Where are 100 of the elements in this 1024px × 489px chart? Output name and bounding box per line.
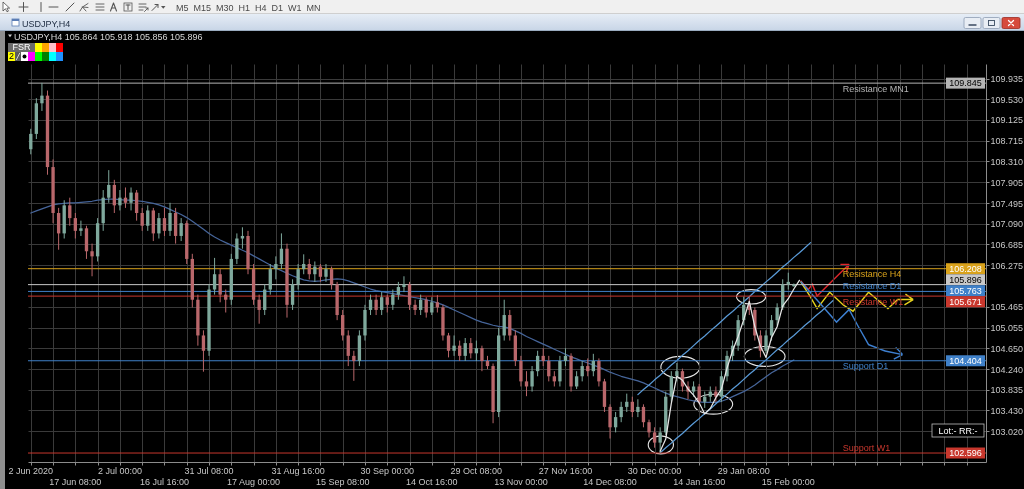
y-tick-label: 107.495 — [990, 198, 1024, 209]
candlestick — [636, 398, 640, 418]
ref-line-label: Resistance H4 — [842, 269, 902, 280]
x-tick-label: 14 Jan 16:00 — [673, 476, 726, 487]
candlestick — [257, 294, 261, 325]
text: W1 — [288, 2, 302, 13]
candlestick — [652, 426, 657, 449]
chart-title: USDJPY,H4 — [22, 18, 71, 29]
candlestick — [218, 268, 222, 303]
candlestick — [240, 226, 245, 250]
candlestick — [346, 329, 350, 367]
x-tick-label: 17 Aug 00:00 — [227, 476, 281, 487]
candlestick — [658, 426, 662, 454]
line-series — [637, 241, 812, 396]
x-tick-label: 2 Jul 00:00 — [97, 465, 142, 476]
candlestick — [597, 357, 601, 387]
candlestick — [40, 82, 44, 112]
y-tick-label: 109.125 — [990, 115, 1024, 126]
text: D1 — [271, 2, 284, 13]
text: M15 — [193, 2, 212, 13]
y-tick-label: 104.650 — [990, 343, 1024, 354]
candlestick — [352, 350, 356, 382]
candlestick — [179, 217, 183, 242]
y-tick-label: 108.310 — [990, 156, 1024, 167]
candlestick — [675, 362, 679, 382]
candlestick — [413, 299, 417, 316]
y-tick-label: 106.275 — [990, 260, 1024, 271]
annotation: Lot:- RR:- — [938, 425, 978, 436]
candlestick — [380, 291, 384, 316]
candlestick — [274, 255, 278, 280]
candlestick — [775, 302, 779, 326]
text: H4 — [255, 2, 267, 13]
candlestick — [452, 334, 456, 357]
candlestick — [107, 169, 111, 204]
x-tick-label: 31 Aug 16:00 — [271, 465, 325, 476]
y-tick-label: 103.835 — [990, 385, 1024, 396]
candlestick — [558, 355, 562, 387]
candlestick — [151, 207, 155, 242]
text: H1 — [238, 2, 251, 13]
candlestick — [313, 260, 317, 283]
y-tick-label: 109.935 — [990, 74, 1024, 85]
y-tick-label: 103.430 — [990, 405, 1024, 416]
x-tick-label: 29 Oct 08:00 — [450, 465, 503, 476]
text: M5 — [176, 2, 189, 13]
candlestick — [764, 329, 768, 354]
candlestick — [162, 207, 167, 237]
y-tick-label: 104.240 — [990, 364, 1024, 375]
chart-subtitle: USDJPY,H4 105.864 105.918 105.856 105.896 — [14, 32, 203, 42]
candlestick — [118, 189, 122, 211]
x-tick-label: 15 Feb 00:00 — [761, 476, 815, 487]
y-tick-label: 107.905 — [990, 177, 1024, 188]
candlestick — [157, 212, 161, 240]
candlestick — [212, 257, 217, 296]
candlestick — [235, 232, 239, 265]
x-tick-label: 17 Jun 08:00 — [49, 476, 102, 487]
candlestick — [402, 275, 406, 293]
x-tick-label: 14 Dec 08:00 — [583, 476, 637, 487]
y-tick-label: 108.715 — [990, 136, 1024, 147]
candlestick — [129, 186, 133, 211]
candlestick — [73, 212, 78, 240]
candlestick — [714, 385, 718, 403]
candlestick — [374, 294, 378, 316]
candlestick — [407, 281, 412, 311]
text: MN — [306, 2, 321, 13]
candlestick — [463, 337, 467, 362]
text: M30 — [216, 2, 234, 13]
y-tick-label: 106.685 — [990, 239, 1024, 250]
y-tick-label: 107.090 — [990, 219, 1024, 230]
candlestick — [201, 329, 206, 373]
candlestick — [146, 204, 150, 232]
ref-line-label: Resistance MN1 — [842, 83, 909, 94]
x-tick-label: 13 Nov 00:00 — [494, 476, 548, 487]
x-tick-label: 16 Jul 16:00 — [139, 476, 189, 487]
candlestick — [446, 332, 451, 358]
ref-line-label: Support D1 — [842, 361, 889, 372]
candlestick — [530, 365, 534, 393]
candlestick — [324, 263, 328, 283]
x-tick-label: 15 Sep 08:00 — [315, 476, 370, 487]
y-tick-label: 105.055 — [990, 323, 1024, 334]
x-tick-label: 31 Jul 08:00 — [184, 465, 234, 476]
ref-line-label: Support W1 — [842, 442, 891, 453]
candlestick — [173, 207, 178, 245]
x-tick-label: 27 Nov 16:00 — [538, 465, 593, 476]
x-tick-label: 30 Sep 00:00 — [360, 465, 415, 476]
candlestick — [296, 263, 300, 291]
candlestick — [480, 345, 484, 372]
x-tick-label: 2 Jun 2020 — [8, 465, 54, 476]
candlestick — [140, 207, 144, 232]
x-tick-label: 29 Jan 08:00 — [717, 465, 770, 476]
y-tick-label: 105.465 — [990, 302, 1024, 313]
y-tick-label: 103.020 — [990, 426, 1024, 437]
candlestick — [79, 220, 83, 237]
candlestick — [608, 403, 612, 440]
x-tick-label: 30 Dec 00:00 — [627, 465, 682, 476]
candlestick — [268, 263, 272, 296]
y-tick-label: 109.530 — [990, 94, 1024, 105]
candlestick — [84, 225, 89, 260]
candlestick — [68, 197, 72, 227]
text: FSR — [12, 42, 31, 53]
candlestick — [90, 243, 94, 277]
